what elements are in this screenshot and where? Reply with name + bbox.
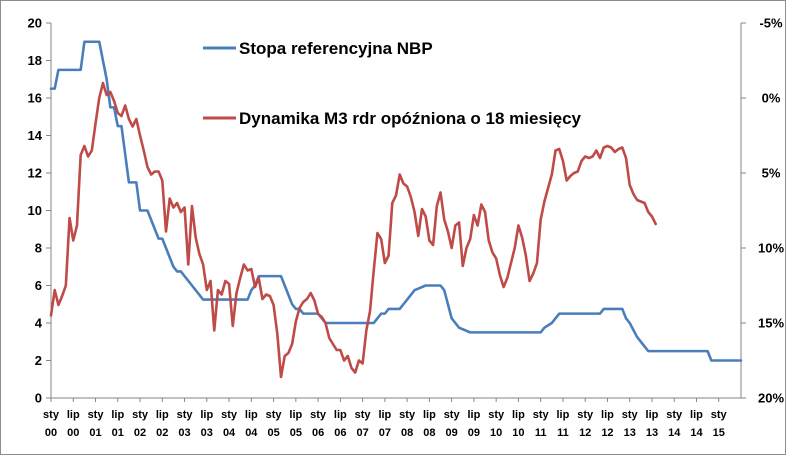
x-tick-label-top: lip [646,409,659,421]
x-tick-label-top: sty [310,409,327,421]
right-tick-label: 0% [762,91,781,106]
x-tick-label-bottom: 10 [490,427,502,439]
x-tick-label-top: lip [601,409,614,421]
series-line-dynamika-m3 [49,81,657,379]
x-tick-label-top: lip [111,409,124,421]
x-tick-label-top: sty [88,409,105,421]
x-tick-label-bottom: 08 [423,427,435,439]
left-axis-ticks: 0 2 4 6 8 10 12 14 16 18 20 [28,16,51,406]
legend: Stopa referencyjna NBP Dynamika M3 rdr op… [203,39,582,128]
x-tick-label-bottom: 13 [646,427,658,439]
x-tick-label-bottom: 07 [356,427,368,439]
x-tick-label-top: sty [622,409,639,421]
x-tick-label-top: lip [690,409,703,421]
x-tick-label-top: lip [67,409,80,421]
left-tick-label: 20 [28,16,42,31]
x-tick-label-top: lip [245,409,258,421]
left-tick-label: 8 [35,241,42,256]
x-tick-label-top: sty [444,409,461,421]
x-tick-label-top: lip [334,409,347,421]
x-tick-label-top: sty [399,409,416,421]
x-tick-label-top: sty [711,409,728,421]
x-tick-label-top: lip [200,409,213,421]
right-tick-label: 20% [758,391,784,406]
right-tick-label: 5% [762,166,781,181]
left-tick-label: 2 [35,353,42,368]
x-tick-label-bottom: 04 [223,427,236,439]
left-tick-label: 6 [35,278,42,293]
x-tick-label-top: sty [221,409,238,421]
x-tick-label-bottom: 07 [379,427,391,439]
left-tick-label: 16 [28,91,42,106]
right-tick-label: -5% [759,16,783,31]
left-tick-label: 4 [35,316,43,331]
x-tick-label-bottom: 01 [89,427,101,439]
left-tick-label: 18 [28,53,42,68]
x-tick-label-bottom: 05 [267,427,279,439]
legend-label: Stopa referencyjna NBP [239,39,433,58]
x-tick-label-bottom: 09 [446,427,458,439]
x-tick-label-top: lip [423,409,436,421]
right-tick-label: 10% [758,241,784,256]
x-tick-label-top: lip [467,409,480,421]
axes [50,23,742,399]
left-tick-label: 12 [28,166,42,181]
x-tick-label-bottom: 12 [579,427,591,439]
x-tick-label-top: sty [666,409,683,421]
x-tick-label-bottom: 03 [178,427,190,439]
x-tick-label-bottom: 01 [112,427,124,439]
left-tick-label: 14 [28,128,43,143]
x-tick-label-top: sty [533,409,550,421]
x-tick-label-bottom: 09 [468,427,480,439]
x-tick-label-bottom: 08 [401,427,413,439]
x-tick-label-top: sty [488,409,505,421]
x-tick-label-bottom: 06 [334,427,346,439]
x-tick-label-bottom: 15 [713,427,725,439]
x-tick-label-top: lip [289,409,302,421]
x-tick-label-bottom: 02 [156,427,168,439]
x-tick-label-top: sty [355,409,372,421]
x-tick-label-bottom: 11 [535,427,547,439]
x-tick-label-bottom: 03 [201,427,213,439]
x-tick-label-top: sty [577,409,594,421]
x-tick-label-bottom: 04 [245,427,258,439]
x-tick-label-top: lip [557,409,570,421]
legend-label: Dynamika M3 rdr opóźniona o 18 miesięcy [239,109,582,128]
x-tick-label-top: sty [266,409,283,421]
x-tick-label-bottom: 11 [557,427,569,439]
x-tick-label-bottom: 13 [624,427,636,439]
left-tick-label: 10 [28,203,42,218]
x-tick-label-top: sty [132,409,149,421]
x-tick-label-top: lip [512,409,525,421]
x-tick-label-top: sty [43,409,60,421]
x-tick-label-top: lip [378,409,391,421]
x-tick-label-top: lip [156,409,169,421]
series-line-stopa-referencyjna [49,40,743,362]
right-tick-label: 15% [758,316,784,331]
x-tick-label-bottom: 10 [512,427,524,439]
x-tick-label-top: sty [177,409,194,421]
left-tick-label: 0 [35,391,42,406]
x-tick-label-bottom: 14 [690,427,703,439]
x-tick-label-bottom: 00 [45,427,57,439]
x-tick-label-bottom: 02 [134,427,146,439]
x-axis-ticks: sty 00 lip 00 sty 01 lip 01 sty 02 lip 02 sty 03 lip 03… [43,398,728,439]
x-tick-label-bottom: 14 [668,427,681,439]
right-axis-ticks: -5% 0% 5% 10% 15% 20% [741,16,784,406]
series-layer [49,40,743,379]
x-tick-label-bottom: 12 [601,427,613,439]
x-tick-label-bottom: 06 [312,427,324,439]
x-tick-label-bottom: 00 [67,427,79,439]
x-tick-label-bottom: 05 [290,427,302,439]
